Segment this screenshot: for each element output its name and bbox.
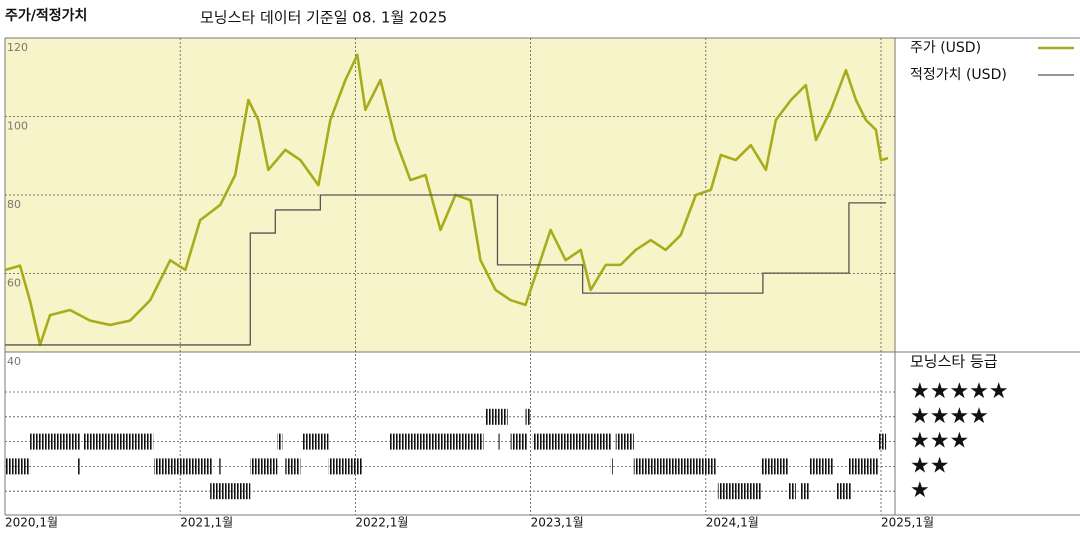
rating-period	[78, 458, 82, 475]
rating-period	[532, 433, 612, 450]
rating-period	[800, 483, 809, 500]
rating-period	[633, 458, 716, 475]
rating-period	[615, 433, 634, 450]
rating-title: 모닝스타 등급	[910, 353, 998, 371]
rating-period	[835, 483, 852, 500]
rating-period	[717, 483, 761, 500]
legend-label: 적정가치 (USD)	[910, 67, 1007, 83]
y-tick-label: 120	[7, 41, 28, 54]
x-tick-label: 2025,1월	[881, 516, 934, 530]
chart-subtitle: 모닝스타 데이터 기준일 08. 1월 2025	[200, 9, 447, 27]
rating-period	[30, 433, 81, 450]
rating-period	[302, 433, 329, 450]
x-tick-label: 2023,1월	[531, 516, 584, 530]
rating-period	[83, 433, 154, 450]
rating-label: ★★★★	[910, 404, 989, 429]
rating-period	[154, 458, 213, 475]
series-line	[4, 53, 889, 347]
rating-period	[328, 458, 363, 475]
chart-title: 주가/적정가치	[5, 7, 87, 24]
rating-period	[210, 483, 251, 500]
y-tick-label: 40	[7, 355, 21, 368]
y-tick-label: 60	[7, 277, 21, 290]
rating-period	[277, 433, 283, 450]
rating-period	[610, 458, 613, 475]
y-tick-label: 80	[7, 198, 21, 211]
rating-period	[848, 458, 879, 475]
rating-label: ★★	[910, 453, 949, 478]
rating-period	[498, 433, 501, 450]
series-line	[5, 194, 887, 346]
rating-period	[510, 433, 528, 450]
rating-label: ★★★★★	[910, 379, 1009, 404]
rating-label: ★	[910, 478, 930, 503]
rating-period	[788, 483, 796, 500]
x-tick-label: 2022,1월	[355, 516, 408, 530]
x-tick-label: 2020,1월	[5, 516, 58, 530]
legend-label: 주가 (USD)	[910, 40, 981, 56]
rating-period	[878, 433, 887, 450]
rating-label: ★★★	[910, 429, 969, 454]
y-tick-label: 100	[7, 120, 28, 133]
rating-period	[525, 408, 531, 425]
rating-period	[250, 458, 278, 475]
rating-period	[5, 458, 31, 475]
rating-period	[808, 458, 834, 475]
rating-period	[285, 458, 301, 475]
rating-period	[485, 408, 508, 425]
x-tick-label: 2024,1월	[706, 516, 759, 530]
rating-period	[389, 433, 484, 450]
x-tick-label: 2021,1월	[180, 516, 233, 530]
rating-period	[760, 458, 788, 475]
rating-period	[219, 458, 222, 475]
